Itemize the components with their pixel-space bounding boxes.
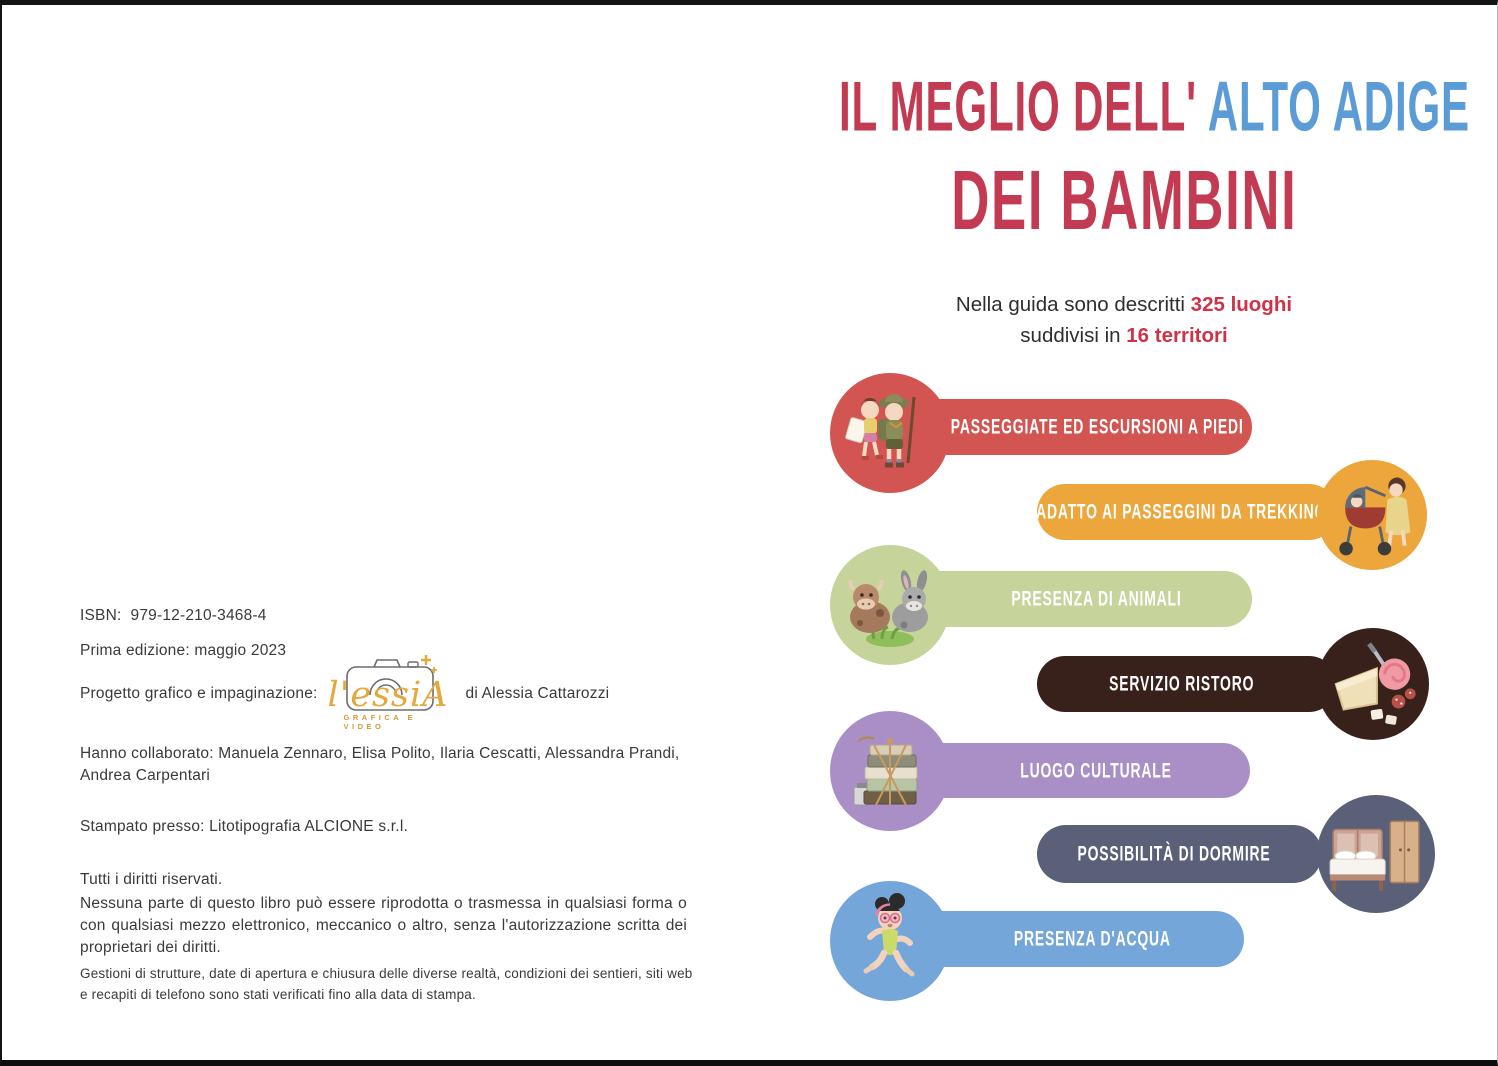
lessia-logo-name: l'essiA [327,675,449,715]
design-credit-suffix: di Alessia Cattarozzi [465,685,610,702]
legend-pill-passeggiate: PASSEGGIATE ED ESCURSIONI A PIEDI [902,399,1252,455]
territories-count: 16 territori [1126,324,1228,347]
legend-circle-passeggini [1317,460,1427,570]
title-part-blue: ALTO ADIGE [1207,68,1470,147]
legend-label: LUOGO CULTURALE [1019,758,1172,782]
food-icon [1334,642,1416,725]
legend-pill-acqua: PRESENZA D'ACQUA [902,911,1244,967]
legend-circle-culturale [830,711,950,831]
guide-summary: Nella guida sono descritti 325 luoghi su… [750,289,1497,351]
legend-label: ADATTO AI PASSEGGINI DA TREKKING [1036,499,1327,524]
stroller-icon [1339,477,1411,556]
legend-pill-culturale: LUOGO CULTURALE [902,743,1250,798]
verification-paragraph: Gestioni di strutture, date di apertura … [80,966,697,1002]
rights-paragraph: Nessuna parte di questo libro può essere… [80,895,692,956]
legend-pill-passeggini: ADATTO AI PASSEGGINI DA TREKKING [1036,484,1337,540]
design-credit-row: Progetto grafico e impaginazione: l'essi… [80,650,609,738]
legend-label: SERVIZIO RISTORO [1108,671,1254,696]
summary-text-2: suddivisi in [1020,324,1121,347]
summary-text-1: Nella guida sono descritti [955,293,1185,316]
edition-line: Prima edizione: maggio 2023 [80,642,287,659]
places-count: 325 luoghi [1190,293,1293,316]
swimmer-icon [863,893,915,977]
legend-circle-passeggiate [830,373,950,493]
title-part-red: IL MEGLIO DELL' [838,68,1197,147]
book-title-line2: DEI BAMBINI [750,151,1497,247]
legend-label: POSSIBILITÀ DI DORMIRE [1077,841,1271,866]
books-icon [853,736,918,806]
legend-circle-ristoro [1317,628,1429,740]
legend-pill-dormire: POSSIBILITÀ DI DORMIRE [1037,825,1322,883]
animals-icon [848,570,928,647]
legend-pill-animali: PRESENZA DI ANIMALI [902,571,1252,627]
bed-icon [1329,820,1420,891]
isbn-line: ISBN: 979-12-210-3468-4 [80,607,267,624]
legend-pill-ristoro: SERVIZIO RISTORO [1037,656,1337,712]
collaborators-line: Hanno collaborato: Manuela Zennaro, Elis… [80,745,684,784]
legend-circle-dormire [1317,795,1435,913]
design-credit-prefix: Progetto grafico e impaginazione: [80,685,318,702]
camera-icon [345,655,437,711]
lessia-logo-tagline: GRAFICA E VIDEO [343,713,417,731]
legend-label: PRESENZA D'ACQUA [1014,926,1172,951]
legend-circle-acqua [830,881,950,1001]
legend-circle-animali [830,545,950,665]
lessia-logo: l'essiA GRAFICA E VIDEO [328,651,456,737]
hikers-icon [845,394,916,468]
legend-label: PRESENZA DI ANIMALI [1011,586,1182,611]
printer-line: Stampato presso: Litotipografia ALCIONE … [80,818,408,835]
rights-line: Tutti i diritti riservati. [80,871,223,888]
book-title-line1: IL MEGLIO DELL' ALTO ADIGE [750,67,1497,146]
title-part-line2: DEI BAMBINI [950,152,1298,247]
legend-label: PASSEGGIATE ED ESCURSIONI A PIEDI [950,414,1244,439]
